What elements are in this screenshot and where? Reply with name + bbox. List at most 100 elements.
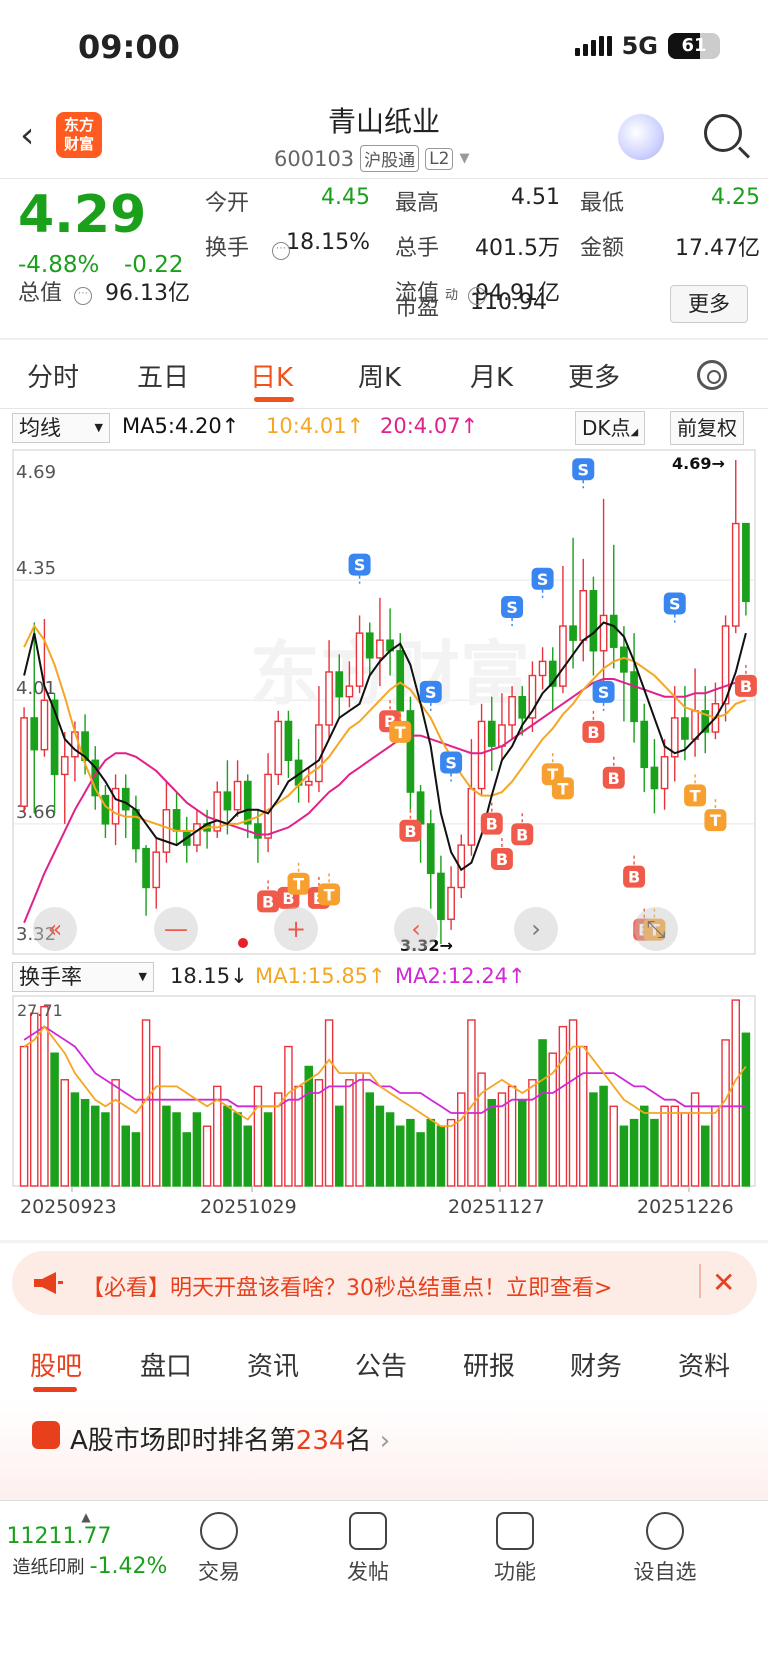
tab-5[interactable]: 更多	[568, 363, 621, 393]
candle-body	[599, 614, 608, 652]
quote-value-row1-2: 4.25	[711, 185, 760, 210]
candle-body	[691, 710, 699, 740]
candle-body	[325, 671, 333, 726]
chart-control-4[interactable]: ›	[514, 907, 558, 951]
battery-icon: 61	[668, 33, 720, 59]
turnover-bar	[446, 1118, 456, 1187]
nav-item-1[interactable]: 发帖	[313, 1512, 423, 1586]
chart-control-1[interactable]: —	[154, 907, 198, 951]
turnover-chart[interactable]: 27.71 20250923 20251029 20251127 20251226	[0, 994, 768, 1228]
banner-text[interactable]: 【必看】明天开盘该看啥？30秒总结重点！立即查看>	[82, 1276, 613, 1301]
divider	[0, 408, 768, 409]
more-button[interactable]: 更多	[670, 285, 748, 323]
candle-body	[681, 717, 689, 740]
adjust-button[interactable]: 前复权	[670, 411, 744, 445]
signal-badge	[389, 720, 412, 743]
nav-item-0[interactable]: 交易	[164, 1512, 274, 1586]
candle-body	[426, 823, 435, 875]
bottom-nav	[0, 1500, 768, 1663]
content-tab-6[interactable]: 资料	[678, 1352, 731, 1382]
signal-marker-S: S	[348, 553, 371, 584]
candle-body	[233, 780, 242, 811]
close-icon[interactable]: ✕	[712, 1266, 736, 1299]
stock-code-row[interactable]: 600103 沪股通 L2 ▼	[274, 145, 469, 172]
candle-body	[630, 671, 638, 723]
ma2-legend: MA2:12.24↑	[395, 964, 526, 988]
sub-indicator-select[interactable]: 换手率 ▼	[12, 962, 154, 992]
signal-letter: S	[445, 753, 457, 772]
ma5-legend: MA5:4.20↑	[122, 414, 240, 438]
rank-number: 234	[295, 1426, 346, 1456]
signal-letter: S	[425, 683, 437, 702]
kline-chart[interactable]: 4.694.354.013.663.32东方财富SBTSBSBBTBTBBSBS…	[0, 448, 768, 958]
tab-underline	[33, 1387, 77, 1392]
candle-body	[731, 522, 740, 627]
control-glyph: —	[164, 915, 188, 943]
signal-badge	[592, 680, 615, 703]
tab-1[interactable]: 五日	[137, 363, 190, 393]
robot-assistant-icon[interactable]	[618, 114, 664, 160]
candle-body	[172, 809, 181, 832]
candle-body	[487, 720, 496, 747]
turnover-bar	[487, 1098, 497, 1187]
nav-item-3[interactable]: 设自选	[610, 1512, 720, 1586]
content-tab-1[interactable]: 盘口	[140, 1352, 193, 1382]
signal-letter: B	[496, 850, 508, 869]
signal-letter: B	[262, 892, 274, 911]
candle-body	[579, 590, 588, 641]
signal-badge	[348, 553, 371, 576]
chart-control-0[interactable]: «	[33, 907, 77, 951]
signal-marker-B: B	[582, 710, 605, 743]
candle-body	[437, 872, 445, 920]
turnover-bar	[29, 1012, 39, 1187]
turnover-bar	[528, 1079, 537, 1187]
signal-icon	[574, 36, 612, 56]
tab-2[interactable]: 日K	[250, 363, 294, 393]
connect-badge: 沪股通	[360, 145, 420, 172]
candle-body	[355, 632, 364, 687]
signal-letter: S	[577, 460, 589, 479]
candle-body	[111, 787, 120, 825]
divider	[0, 1240, 768, 1243]
min-price-label: 3.32→	[400, 936, 453, 955]
y-tick-label: 4.69	[16, 462, 56, 483]
tab-4[interactable]: 月K	[470, 363, 514, 393]
content-tab-0[interactable]: 股吧	[30, 1352, 83, 1382]
search-icon[interactable]	[704, 114, 742, 152]
content-tab-4[interactable]: 研报	[463, 1352, 516, 1382]
tab-0[interactable]: 分时	[27, 363, 80, 393]
candle-body	[376, 639, 384, 659]
quote-label-row2-1: 总手	[395, 236, 440, 261]
tab-3[interactable]: 周K	[358, 363, 402, 393]
turnover-bar	[558, 1025, 568, 1187]
battery-level: 61	[681, 35, 707, 56]
info-icon: ⋯	[272, 242, 290, 260]
back-icon[interactable]: ‹	[20, 115, 35, 156]
signal-marker-B: B	[623, 855, 646, 888]
turnover-bar	[741, 1032, 751, 1187]
dk-point-button[interactable]: DK点◢	[575, 411, 646, 445]
chart-control-3[interactable]: ‹	[394, 907, 438, 951]
signal-badge	[490, 848, 513, 871]
candle-body	[406, 710, 415, 793]
signal-marker-T: T	[643, 908, 666, 941]
promo-banner[interactable]	[12, 1251, 757, 1315]
nav-item-2[interactable]: 功能	[460, 1512, 570, 1586]
turnover-bar	[40, 1006, 49, 1187]
content-tab-3[interactable]: 公告	[355, 1352, 408, 1382]
turnover-bar	[517, 1098, 527, 1187]
content-tab-5[interactable]: 财务	[570, 1352, 623, 1382]
chart-control-5[interactable]: ⤡	[634, 907, 678, 951]
industry-index[interactable]: ▲ 11211.77 造纸印刷 -1.42%	[0, 1510, 180, 1579]
ma1-legend: MA1:15.85↑	[255, 964, 386, 988]
chart-control-2[interactable]: +	[274, 907, 318, 951]
content-tab-2[interactable]: 资讯	[247, 1352, 300, 1382]
settings-gear-icon[interactable]	[697, 360, 727, 390]
divider	[0, 338, 768, 340]
indicator-select[interactable]: 均线 ▼	[12, 413, 110, 443]
app-logo[interactable]: 东方 财富	[56, 112, 102, 158]
rank-text[interactable]: A股市场即时排名第234名 ›	[70, 1420, 390, 1457]
quote-label-row2-2: 金额	[580, 236, 625, 261]
current-price: 4.29	[18, 185, 147, 245]
signal-marker-T: T	[318, 873, 341, 906]
